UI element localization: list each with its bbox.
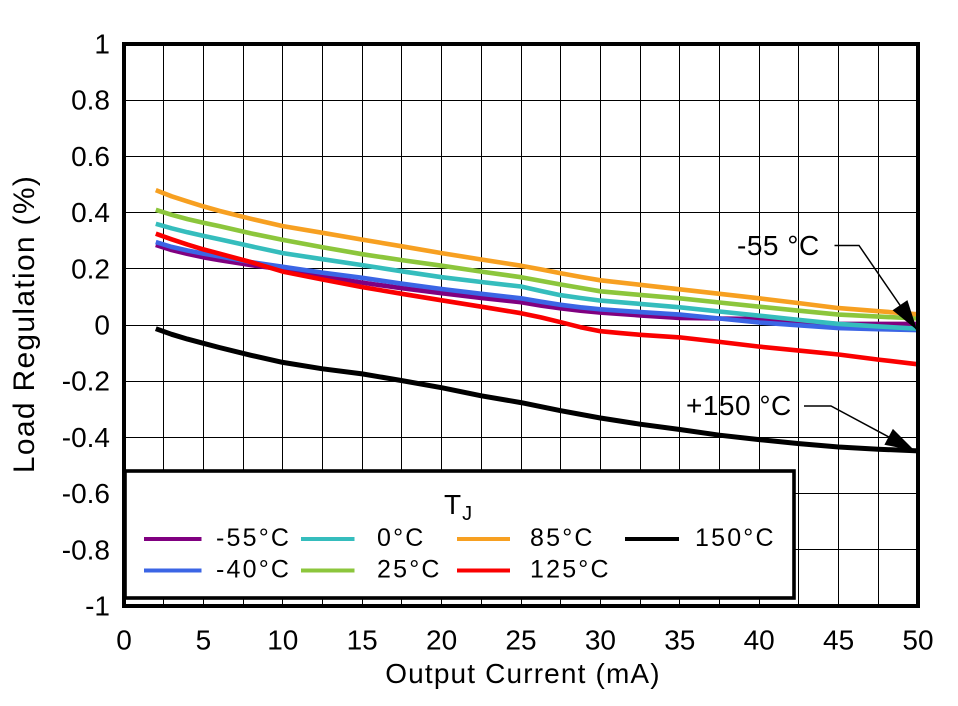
svg-text:50: 50	[902, 625, 933, 656]
svg-text:40: 40	[744, 625, 775, 656]
svg-text:0°C: 0°C	[377, 524, 426, 552]
svg-text:5: 5	[196, 625, 212, 656]
svg-text:-0.2: -0.2	[62, 366, 110, 397]
svg-text:20: 20	[426, 625, 457, 656]
svg-text:45: 45	[823, 625, 854, 656]
svg-text:+150 °C: +150 °C	[686, 390, 792, 421]
svg-text:-55 °C: -55 °C	[737, 230, 820, 261]
svg-text:Output Current (mA): Output Current (mA)	[385, 658, 660, 689]
svg-text:15: 15	[347, 625, 378, 656]
svg-text:10: 10	[267, 625, 298, 656]
svg-text:0.8: 0.8	[71, 85, 110, 116]
svg-text:-40°C: -40°C	[216, 556, 291, 584]
svg-text:25°C: 25°C	[377, 556, 442, 584]
svg-text:0: 0	[94, 310, 110, 341]
svg-text:150°C: 150°C	[695, 524, 776, 552]
svg-text:-55°C: -55°C	[216, 524, 291, 552]
svg-text:-0.6: -0.6	[62, 478, 110, 509]
svg-text:0: 0	[116, 625, 132, 656]
svg-text:-0.8: -0.8	[62, 534, 110, 565]
svg-text:Load Regulation (%): Load Regulation (%)	[8, 175, 41, 473]
svg-text:35: 35	[664, 625, 695, 656]
svg-text:-1: -1	[85, 591, 110, 622]
svg-text:1: 1	[94, 29, 110, 60]
svg-text:85°C: 85°C	[530, 524, 595, 552]
svg-text:0.2: 0.2	[71, 253, 110, 284]
svg-text:0.4: 0.4	[71, 197, 110, 228]
svg-text:125°C: 125°C	[530, 556, 611, 584]
svg-text:25: 25	[505, 625, 536, 656]
svg-text:-0.4: -0.4	[62, 422, 110, 453]
svg-text:0.6: 0.6	[71, 141, 110, 172]
svg-text:30: 30	[585, 625, 616, 656]
